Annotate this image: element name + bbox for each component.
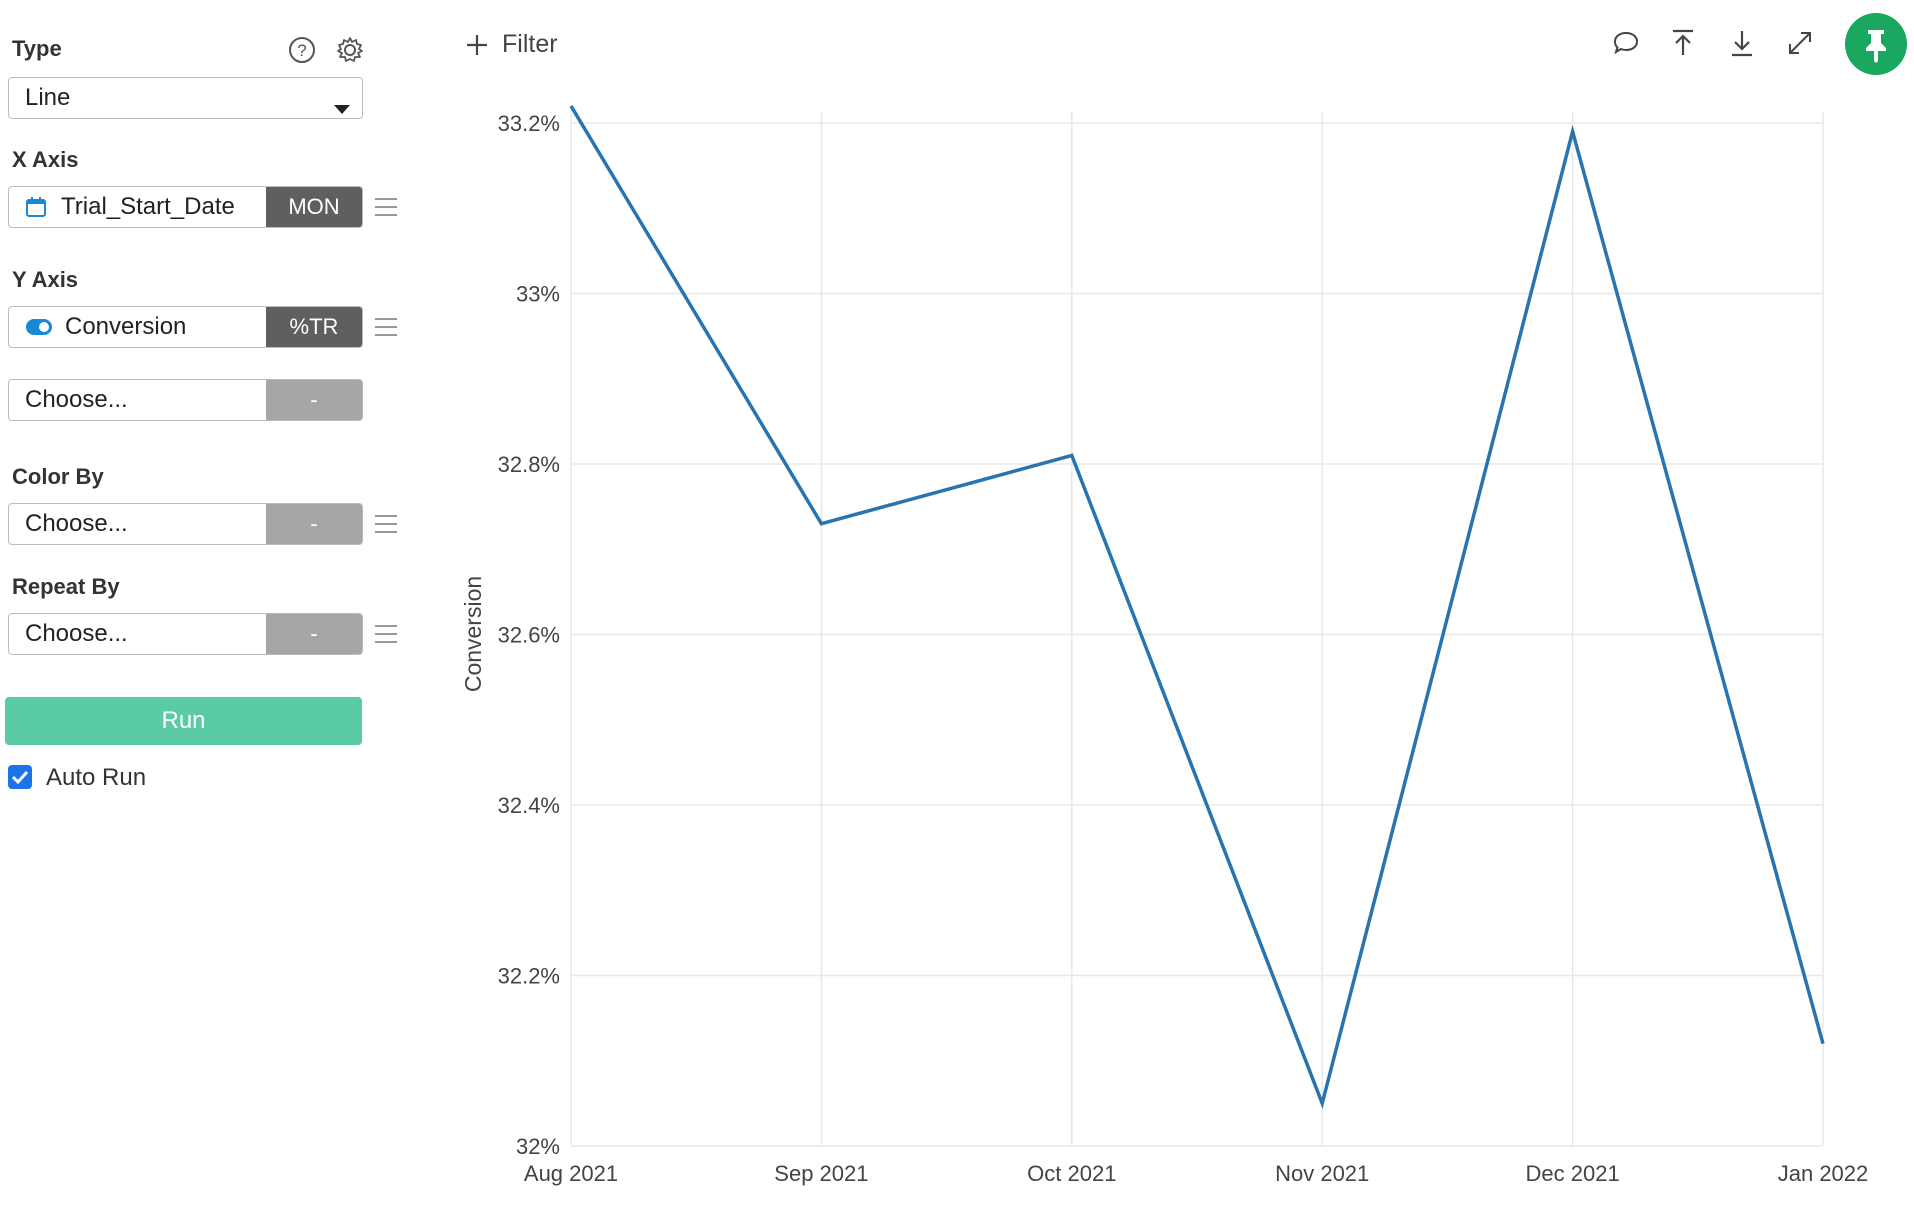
x-tick-label: Oct 2021 (1027, 1161, 1116, 1186)
plus-icon (466, 34, 488, 56)
y-axis-title: Conversion (460, 576, 486, 692)
y-axis-field-2[interactable]: Choose... - (8, 379, 363, 421)
repeat-by-placeholder: Choose... (25, 620, 128, 647)
x-axis-aggregation[interactable]: MON (266, 187, 362, 227)
x-axis-field[interactable]: Trial_Start_Date MON (8, 186, 363, 228)
calendar-icon (25, 196, 47, 218)
y-tick-label: 32.6% (498, 623, 560, 648)
color-by-label: Color By (12, 464, 104, 489)
y-tick-label: 32.2% (498, 964, 560, 989)
repeat-by-aggregation[interactable]: - (266, 614, 362, 654)
help-icon[interactable]: ? (288, 36, 316, 64)
color-by-field[interactable]: Choose... - (8, 503, 363, 545)
x-tick-label: Aug 2021 (524, 1161, 618, 1186)
pin-icon (1866, 30, 1886, 63)
download-icon[interactable] (1725, 26, 1759, 60)
repeat-by-label: Repeat By (12, 574, 120, 599)
y-axis-aggregation[interactable]: %TR (266, 307, 362, 347)
filter-button[interactable]: Filter (466, 30, 558, 59)
x-axis-field-name: Trial_Start_Date (61, 193, 235, 220)
y-axis-menu-icon[interactable] (375, 318, 397, 336)
auto-run-checkbox[interactable] (8, 765, 32, 789)
comment-icon[interactable] (1609, 26, 1643, 60)
x-axis-label: X Axis (12, 147, 79, 172)
gear-icon[interactable] (336, 36, 364, 64)
type-label: Type (12, 36, 62, 61)
y-axis-field[interactable]: Conversion %TR (8, 306, 363, 348)
run-button[interactable]: Run (5, 697, 362, 745)
filter-label: Filter (502, 30, 558, 58)
repeat-by-field[interactable]: Choose... - (8, 613, 363, 655)
x-tick-label: Dec 2021 (1526, 1161, 1620, 1186)
y-axis-field-name: Conversion (65, 313, 187, 340)
repeat-by-menu-icon[interactable] (375, 625, 397, 643)
chevron-down-icon (334, 94, 350, 122)
y-axis-field-2-aggregation[interactable]: - (266, 380, 362, 420)
y-tick-label: 33% (516, 282, 560, 307)
x-tick-label: Nov 2021 (1275, 1161, 1369, 1186)
series-line (569, 105, 1825, 1110)
y-axis-label: Y Axis (12, 267, 79, 292)
x-tick-label: Jan 2022 (1778, 1161, 1869, 1186)
x-axis-menu-icon[interactable] (375, 198, 397, 216)
chart-type-value: Line (25, 84, 71, 111)
toggle-icon (25, 318, 53, 336)
y-axis-field-2-placeholder: Choose... (25, 386, 128, 413)
y-tick-label: 33.2% (498, 111, 560, 136)
color-by-aggregation[interactable]: - (266, 504, 362, 544)
chart-type-select[interactable]: Line (8, 77, 363, 119)
y-tick-label: 32% (516, 1134, 560, 1159)
auto-run-label: Auto Run (46, 764, 147, 791)
upload-icon[interactable] (1666, 26, 1700, 60)
y-tick-label: 32.8% (498, 452, 560, 477)
x-tick-label: Sep 2021 (774, 1161, 868, 1186)
expand-icon[interactable] (1783, 26, 1817, 60)
y-tick-label: 32.4% (498, 793, 560, 818)
color-by-placeholder: Choose... (25, 510, 128, 537)
color-by-menu-icon[interactable] (375, 515, 397, 533)
svg-text:?: ? (297, 41, 306, 60)
pin-button[interactable] (1845, 13, 1907, 75)
